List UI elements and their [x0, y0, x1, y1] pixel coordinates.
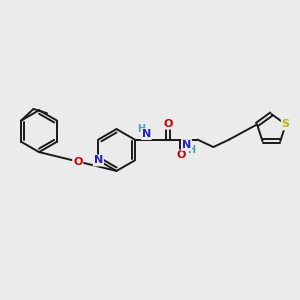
Text: H: H — [188, 145, 196, 155]
Text: N: N — [182, 140, 191, 150]
Text: O: O — [164, 118, 173, 129]
Text: O: O — [73, 157, 83, 166]
Text: H: H — [137, 124, 146, 134]
Text: N: N — [94, 155, 103, 166]
Text: N: N — [142, 129, 151, 139]
Text: S: S — [282, 119, 290, 129]
Text: O: O — [177, 150, 186, 161]
